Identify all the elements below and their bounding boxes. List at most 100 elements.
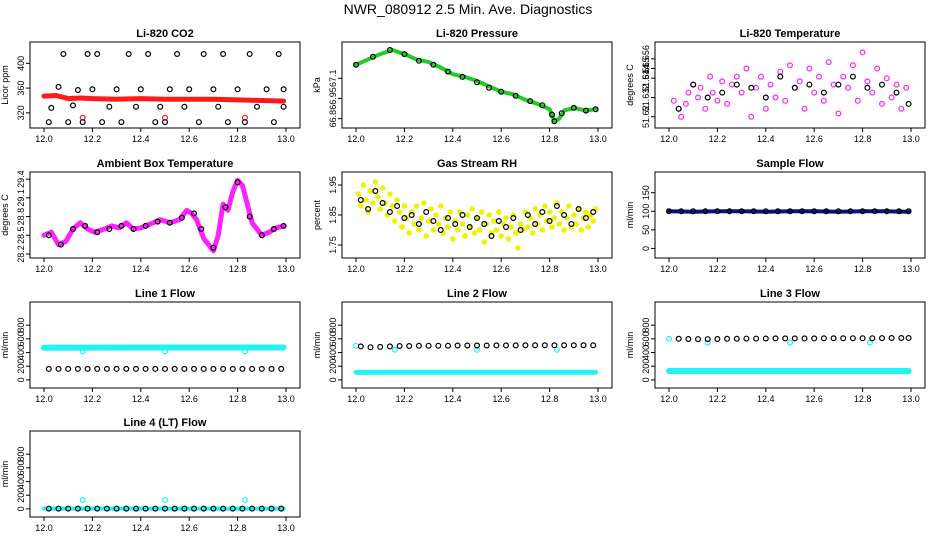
- data-point-line2-diag: [386, 343, 393, 350]
- data-point-temp-diag: [748, 84, 755, 91]
- data-point-diagnostic: [74, 86, 81, 93]
- data-point-temperature: [782, 97, 789, 104]
- data-point-pressure-diag: [445, 68, 452, 75]
- data-point-pressure-diag: [401, 51, 408, 58]
- data-point-temperature: [883, 75, 890, 82]
- x-tick-label: 13.0: [277, 394, 295, 404]
- x-tick-label: 13.0: [277, 523, 295, 533]
- data-point-ambient-diag: [280, 222, 287, 229]
- data-point-rh: [590, 218, 596, 224]
- data-point-temperature: [874, 65, 881, 72]
- data-point-temp-diag: [791, 84, 798, 91]
- data-point-temperature: [825, 59, 832, 66]
- x-tick-label: 13.0: [589, 134, 607, 144]
- panel-sample: Sample Flow ml/min 12.0 12.2 12.4 12.6 12.8 13.…: [625, 158, 926, 274]
- data-point-diagnostic: [186, 86, 193, 93]
- main-title: NWR_080912 2.5 Min. Ave. Diagnostics: [344, 1, 593, 17]
- data-point-rh-diag: [365, 206, 372, 213]
- data-point-diagnostic: [84, 50, 91, 57]
- plot-data: [41, 177, 287, 254]
- y-tick-label: 800: [328, 318, 338, 333]
- x-tick-label: 12.8: [854, 134, 872, 144]
- data-point-temperature: [757, 73, 764, 80]
- data-point-pressure-diag: [459, 73, 466, 80]
- data-point-line2-cyan: [391, 346, 398, 353]
- data-point-ambient-diag: [154, 218, 161, 225]
- data-point-line2-diag: [541, 342, 548, 349]
- data-point-line3-diag: [782, 335, 789, 342]
- x-tick-label: 12.8: [854, 264, 872, 274]
- data-point-sample-diag: [895, 208, 902, 215]
- data-point-line4-diag: [65, 505, 72, 512]
- data-point-line3-diag: [733, 335, 740, 342]
- data-point-line2-diag: [445, 342, 452, 349]
- data-point-temp-diag: [905, 100, 912, 107]
- x-tick-label: 12.8: [541, 394, 559, 404]
- plot-data: [353, 342, 599, 375]
- data-point-rh-diag: [582, 215, 589, 222]
- data-point-sample-diag: [847, 208, 854, 215]
- y-tick-label: 200: [16, 359, 26, 374]
- data-point-temperature: [707, 73, 714, 80]
- data-point-rh: [430, 227, 437, 233]
- data-point-sample-diag: [871, 208, 878, 215]
- data-point-line1-diag: [239, 365, 246, 372]
- data-point-pressure-diag: [353, 61, 360, 68]
- data-point-diagnostic: [200, 50, 207, 57]
- data-point-line2-diag: [512, 342, 519, 349]
- data-point-diagnostic: [99, 119, 106, 126]
- panel-temp: Li-820 Temperature degrees C 12.0 12.2 12.4 1…: [625, 28, 926, 144]
- data-point-sample-diag: [883, 208, 890, 215]
- x-tick-label: 12.2: [84, 264, 102, 274]
- x-tick-label: 13.0: [902, 394, 920, 404]
- data-point-temperature: [840, 73, 847, 80]
- data-point-diagnostic: [280, 103, 287, 110]
- y-tick-label: 400: [16, 345, 26, 360]
- data-point-temp-diag: [806, 81, 813, 88]
- data-point-line2-diag: [551, 342, 558, 349]
- data-point-sample-diag: [690, 208, 697, 215]
- y-tick-label: 67.1: [328, 70, 338, 88]
- x-tick-label: 12.6: [492, 394, 510, 404]
- data-point-ambient-diag: [234, 179, 241, 186]
- panel-title: Li-820 CO2: [136, 28, 193, 40]
- x-tick-label: 12.4: [757, 264, 775, 274]
- data-point-temperature: [888, 94, 895, 101]
- data-point-line4-diag: [249, 505, 256, 512]
- data-point-line1-diag: [103, 365, 110, 372]
- data-point-diagnostic: [79, 119, 86, 126]
- data-point-line2-diag: [590, 342, 597, 349]
- panel-title: Gas Stream RH: [437, 158, 517, 170]
- data-point-ambient-diag: [118, 222, 125, 229]
- x-tick-label: 12.4: [757, 394, 775, 404]
- data-point-pressure-diag: [474, 79, 481, 86]
- data-point-rh-diag: [452, 221, 459, 228]
- data-point-rh: [551, 215, 558, 221]
- data-point-rh: [570, 212, 577, 218]
- data-point-pressure-diag: [512, 92, 519, 99]
- x-tick-label: 12.4: [132, 523, 150, 533]
- data-point-diagnostic: [89, 86, 96, 93]
- x-tick-label: 12.4: [444, 394, 462, 404]
- plot-data: [665, 208, 912, 215]
- plot-frame: [29, 430, 301, 518]
- data-point-line3-diag: [762, 335, 769, 342]
- data-point-line4-diag: [210, 505, 217, 512]
- y-tick-label: 28.8: [16, 208, 26, 226]
- data-point-line1-diag: [123, 365, 130, 372]
- data-point-temperature: [738, 89, 745, 96]
- y-tick-label: 800: [16, 318, 26, 333]
- y-tick-label: 360: [16, 81, 26, 96]
- data-point-rh: [561, 227, 567, 233]
- data-point-pressure-diag: [558, 110, 565, 117]
- data-point-line4-diag: [45, 505, 52, 512]
- data-point-rh: [387, 191, 393, 197]
- data-point-temperature: [678, 113, 685, 120]
- data-point-sample-diag: [678, 208, 685, 215]
- data-point-rh-diag: [553, 203, 560, 210]
- data-point-diagnostic: [106, 103, 113, 110]
- panel-ambient: Ambient Box Temperature degrees C 12.0 12.2…: [0, 158, 301, 274]
- data-point-line4-diag: [229, 505, 236, 512]
- data-point-line1-diag: [55, 365, 62, 372]
